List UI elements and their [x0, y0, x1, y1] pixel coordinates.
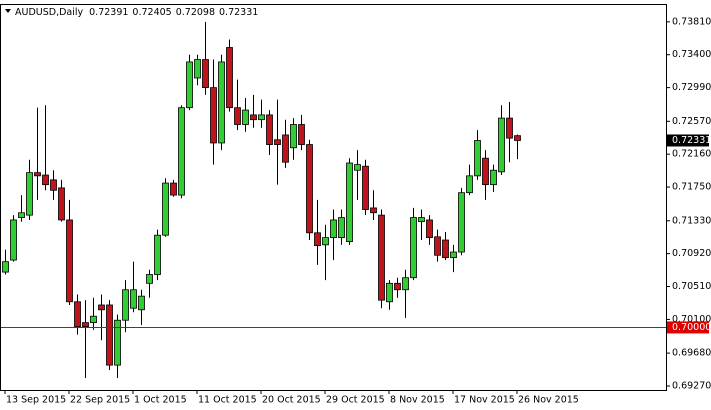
candle-body: [2, 261, 9, 273]
candle-body: [506, 117, 513, 139]
candle-body: [258, 114, 265, 121]
candle-body: [178, 107, 185, 196]
candle-body: [378, 214, 385, 301]
header-low: 0.72098: [176, 7, 215, 18]
candle-body: [82, 322, 89, 328]
candle-body: [34, 172, 41, 177]
candle-body: [234, 107, 241, 125]
level-label-box: [667, 321, 709, 334]
x-tick-label: 13 Sep 2015: [6, 395, 66, 406]
candle-body: [322, 237, 329, 246]
price-label: 0.72331: [672, 135, 711, 146]
y-tick-label: 0.71330: [672, 215, 711, 226]
price-label-box: [667, 134, 709, 147]
x-tick-label: 11 Oct 2015: [198, 395, 257, 406]
candle-body: [338, 217, 345, 239]
candle-body: [250, 114, 257, 121]
candle-body: [482, 157, 489, 186]
candle-body: [306, 144, 313, 234]
candle-body: [354, 164, 361, 171]
candle-body: [98, 304, 105, 311]
candle-body: [210, 87, 217, 144]
plot-frame: [0, 4, 667, 391]
candle-body: [26, 172, 33, 216]
candle-body: [370, 207, 377, 214]
candle-body: [18, 212, 25, 218]
symbol-title: AUDUSD,Daily: [15, 7, 84, 18]
x-tick-label: 29 Oct 2015: [326, 395, 385, 406]
candle-body: [434, 236, 441, 256]
candle-body: [138, 295, 145, 311]
candle-body: [266, 114, 273, 145]
candle-body: [106, 304, 113, 366]
candle-body: [314, 232, 321, 247]
y-tick-label: 0.70920: [672, 248, 711, 259]
candle-body: [74, 301, 81, 328]
candle-body: [442, 239, 449, 259]
candle-body: [330, 219, 337, 239]
y-tick-label: 0.72990: [672, 82, 711, 93]
candle-body: [282, 134, 289, 163]
candle-body: [490, 169, 497, 186]
candle-body: [386, 282, 393, 303]
candle-body: [466, 175, 473, 194]
header: AUDUSD,Daily 0.72391 0.72405 0.72098 0.72331: [15, 7, 258, 18]
candle-body: [418, 217, 425, 222]
x-tick-label: 20 Oct 2015: [262, 395, 321, 406]
y-tick-label: 0.72570: [672, 116, 711, 127]
candle-body: [122, 289, 129, 321]
candle-body: [226, 47, 233, 109]
candle-body: [194, 59, 201, 79]
candle-body: [426, 219, 433, 239]
header-high: 0.72405: [132, 7, 171, 18]
candle-body: [186, 61, 193, 109]
candle-body: [514, 135, 521, 141]
candle-body: [90, 315, 97, 324]
candle-body: [410, 217, 417, 279]
x-tick-label: 1 Oct 2015: [134, 395, 187, 406]
y-tick-label: 0.70100: [672, 314, 711, 325]
candle-body: [362, 165, 369, 210]
y-tick-label: 0.69270: [672, 380, 711, 391]
x-tick-label: 22 Sep 2015: [70, 395, 130, 406]
candle-body: [66, 219, 73, 303]
candle-body: [146, 274, 153, 284]
candle-body: [154, 234, 161, 275]
candle-body: [450, 251, 457, 259]
y-tick-label: 0.70510: [672, 281, 711, 292]
candle-body: [130, 289, 137, 309]
x-tick-label: 8 Nov 2015: [390, 395, 445, 406]
header-open: 0.72391: [89, 7, 128, 18]
candle-body: [162, 182, 169, 236]
candle-body: [498, 117, 505, 173]
candle-body: [170, 182, 177, 196]
candle-body: [50, 179, 57, 191]
candle-body: [458, 192, 465, 253]
candle-body: [394, 282, 401, 291]
menu-triangle[interactable]: [5, 9, 11, 13]
candle-body: [402, 277, 409, 291]
candle-body: [58, 187, 65, 221]
candle-body: [298, 124, 305, 145]
candle-body: [274, 139, 281, 145]
candle-body: [242, 109, 249, 125]
candle-body: [346, 162, 353, 243]
x-tick-label: 26 Nov 2015: [518, 395, 579, 406]
y-tick-label: 0.69680: [672, 348, 711, 359]
candle-body: [218, 61, 225, 144]
x-tick-label: 17 Nov 2015: [454, 395, 515, 406]
y-tick-label: 0.72160: [672, 149, 711, 160]
header-close: 0.72331: [219, 7, 258, 18]
candle-body: [290, 124, 297, 149]
candle-body: [474, 140, 481, 177]
level-label: 0.70000: [672, 322, 711, 333]
candle-body: [202, 59, 209, 89]
y-tick-label: 0.71750: [672, 182, 711, 193]
y-tick-label: 0.73810: [672, 16, 711, 27]
candle-body: [42, 174, 49, 186]
y-tick-label: 0.73400: [672, 49, 711, 60]
candle-body: [10, 219, 17, 261]
candle-body: [114, 319, 121, 366]
